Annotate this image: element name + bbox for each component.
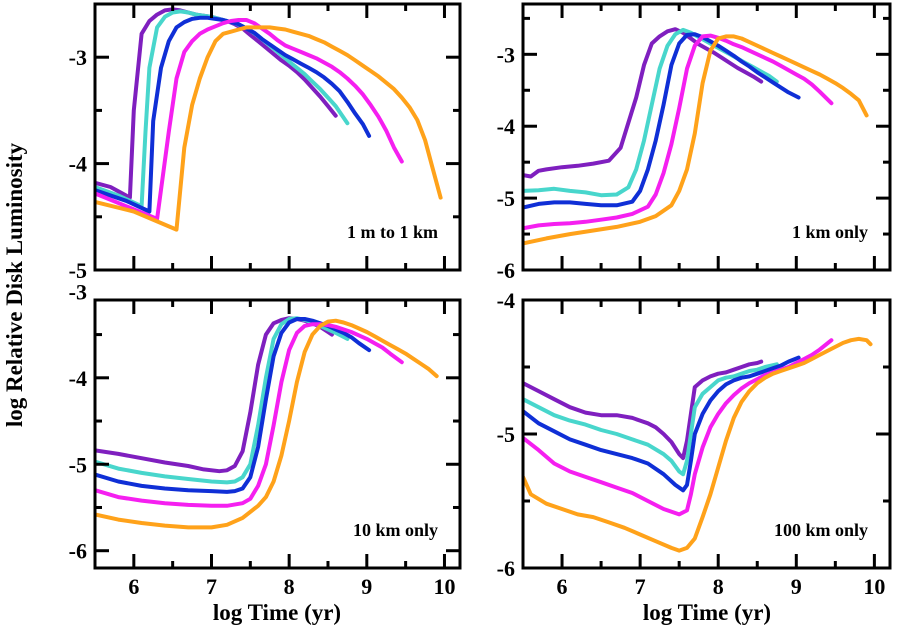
y-tick-label: -3 bbox=[497, 42, 515, 67]
panel-annotation-1m-1km: 1 m to 1 km bbox=[347, 222, 438, 242]
panel-1m-1km: -3 -4 -5 1 m to 1 km bbox=[69, 2, 462, 283]
y-tick-label: -5 bbox=[497, 422, 515, 447]
x-tick-label: 8 bbox=[713, 574, 724, 599]
series-group-100km-only bbox=[523, 336, 873, 553]
y-tick-label: -5 bbox=[69, 258, 87, 283]
y-tick-label: -5 bbox=[497, 186, 515, 211]
x-tick-label: 7 bbox=[635, 574, 646, 599]
y-tick-label: -4 bbox=[69, 366, 87, 391]
y-tick-label: -6 bbox=[69, 539, 87, 564]
series-group-1m-1km bbox=[95, 7, 443, 232]
panel-annotation-100km-only: 100 km only bbox=[774, 520, 868, 540]
series-line-cyan-1km-only bbox=[523, 27, 779, 198]
series-group-1km-only bbox=[523, 27, 869, 246]
series-line-magenta-1m-1km bbox=[95, 18, 404, 221]
y-axis-label: log Relative Disk Luminosity bbox=[2, 142, 27, 427]
x-axis-label-right: log Time (yr) bbox=[643, 600, 771, 625]
x-tick-label: 7 bbox=[206, 574, 217, 599]
panel-annotation-10km-only: 10 km only bbox=[353, 520, 438, 540]
series-line-blue-1km-only bbox=[523, 32, 801, 210]
series-line-magenta-10km-only bbox=[95, 322, 404, 508]
panel-annotation-1km-only: 1 km only bbox=[792, 222, 868, 242]
y-tick-label: -6 bbox=[497, 556, 515, 581]
x-tick-label: 8 bbox=[284, 574, 295, 599]
series-line-purple-100km-only bbox=[523, 359, 764, 461]
y-tick-label: -5 bbox=[69, 452, 87, 477]
series-line-blue-100km-only bbox=[523, 355, 801, 493]
series-line-blue-10km-only bbox=[95, 317, 372, 494]
series-line-blue-1m-1km bbox=[95, 15, 372, 214]
plot-frame-10km-only bbox=[93, 298, 462, 570]
y-tick-label: -3 bbox=[69, 45, 87, 70]
series-line-orange-1m-1km bbox=[95, 25, 443, 232]
y-tick-label: -4 bbox=[497, 288, 515, 313]
plot-frame-1km-only bbox=[521, 2, 892, 272]
x-tick-label: 9 bbox=[361, 574, 372, 599]
panel-10km-only: 6 7 8 9 10 -3 -4 -5 -6 10 km only bbox=[69, 279, 462, 599]
panel-100km-only: 6 7 8 9 10 -4 -5 -6 100 km only bbox=[497, 288, 892, 599]
series-group-10km-only bbox=[95, 316, 439, 530]
x-axis-label-left: log Time (yr) bbox=[213, 600, 341, 625]
series-line-cyan-100km-only bbox=[523, 362, 779, 477]
x-tick-label: 6 bbox=[557, 574, 568, 599]
y-tick-label: -4 bbox=[69, 152, 87, 177]
plot-frame-1m-1km bbox=[93, 2, 462, 272]
y-tick-label: -3 bbox=[69, 279, 87, 304]
series-line-orange-1km-only bbox=[523, 34, 869, 246]
panel-1km-only: -3 -4 -5 -6 1 km only bbox=[497, 2, 892, 283]
series-line-purple-1km-only bbox=[523, 27, 764, 179]
x-tick-label: 10 bbox=[433, 574, 455, 599]
series-line-orange-10km-only bbox=[95, 318, 439, 530]
x-tick-label: 10 bbox=[863, 574, 885, 599]
series-line-orange-100km-only bbox=[523, 336, 873, 553]
x-tick-label: 6 bbox=[128, 574, 139, 599]
series-line-magenta-1km-only bbox=[523, 33, 834, 231]
y-tick-label: -4 bbox=[497, 114, 515, 139]
x-tick-label: 9 bbox=[791, 574, 802, 599]
y-tick-label: -6 bbox=[497, 258, 515, 283]
series-line-purple-1m-1km bbox=[95, 7, 338, 200]
